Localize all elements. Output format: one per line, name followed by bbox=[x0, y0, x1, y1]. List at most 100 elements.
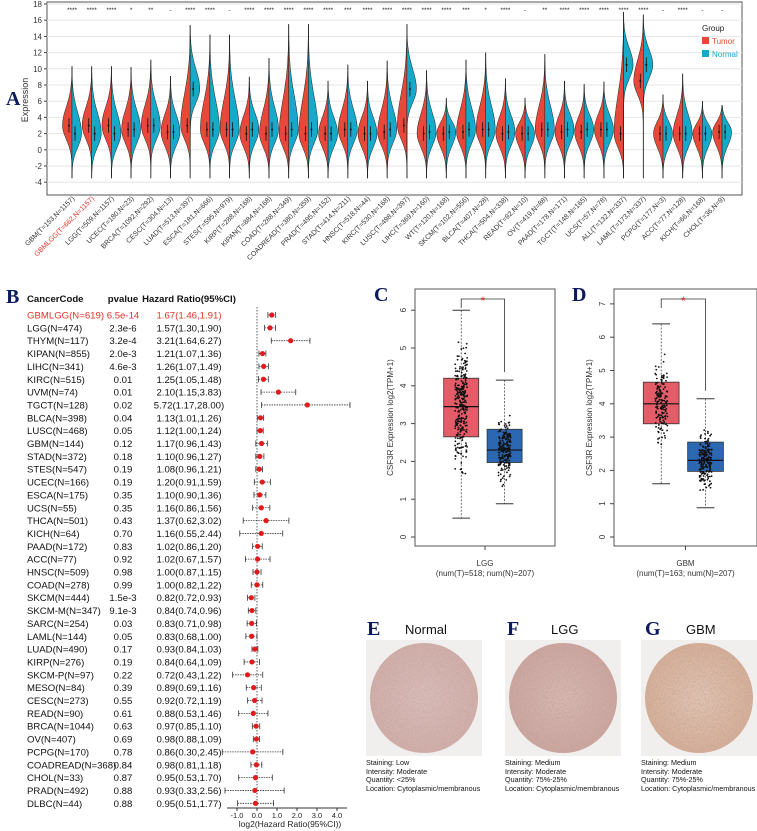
data-point bbox=[504, 432, 506, 435]
cancer-code: READ(N=90) bbox=[27, 709, 83, 720]
data-point bbox=[658, 418, 661, 421]
y-axis-label: CSF3R Expression log2(TPM+1) bbox=[585, 359, 594, 476]
data-point bbox=[458, 396, 460, 398]
violin-normal bbox=[662, 94, 673, 179]
data-point bbox=[707, 475, 710, 478]
data-point bbox=[506, 427, 509, 430]
data-point bbox=[665, 412, 668, 415]
data-point bbox=[457, 341, 460, 344]
data-point bbox=[656, 388, 659, 390]
data-point bbox=[508, 448, 511, 451]
y-tick-label: 5 bbox=[598, 368, 607, 373]
median-point bbox=[343, 128, 346, 131]
data-point bbox=[501, 455, 504, 458]
data-point bbox=[664, 417, 667, 420]
significance-label: **** bbox=[106, 7, 117, 14]
x-axis-sublabel: (num(T)=518; num(N)=207) bbox=[436, 569, 535, 578]
pvalue: 0.63 bbox=[114, 722, 133, 733]
median-point bbox=[349, 128, 352, 131]
significance-label: - bbox=[701, 7, 703, 14]
data-point bbox=[460, 380, 463, 382]
pvalue: 0.61 bbox=[114, 709, 133, 720]
data-point bbox=[705, 470, 708, 473]
data-point bbox=[460, 371, 463, 374]
violin-tumor bbox=[397, 23, 408, 179]
data-point bbox=[657, 427, 660, 429]
median-point bbox=[718, 130, 721, 133]
data-point bbox=[703, 460, 705, 463]
panel-label-a: A bbox=[6, 88, 21, 110]
data-point bbox=[502, 434, 505, 437]
significance-label: * bbox=[130, 7, 133, 14]
data-point bbox=[702, 458, 705, 461]
data-point bbox=[462, 362, 465, 365]
data-point bbox=[506, 447, 509, 450]
data-point bbox=[457, 378, 460, 380]
y-tick-label: 2 bbox=[598, 468, 607, 473]
data-point bbox=[501, 469, 504, 471]
data-point bbox=[655, 403, 658, 406]
median-point bbox=[265, 132, 267, 135]
violin-tumor bbox=[495, 78, 506, 179]
data-point bbox=[454, 382, 457, 385]
data-point bbox=[462, 366, 464, 369]
cancer-code: LUAD(N=490) bbox=[27, 645, 88, 656]
data-point bbox=[660, 427, 663, 430]
data-point bbox=[662, 422, 665, 425]
data-point bbox=[464, 406, 467, 409]
cancer-code: ACC(N=77) bbox=[27, 555, 77, 566]
data-point bbox=[704, 458, 707, 461]
median-point bbox=[468, 128, 470, 131]
data-point bbox=[661, 376, 664, 379]
data-point bbox=[454, 388, 457, 391]
hazard-ratio-ci: 1.57(1.30,1.90) bbox=[156, 323, 221, 334]
data-point bbox=[703, 462, 705, 465]
data-point bbox=[457, 428, 460, 431]
data-point bbox=[508, 435, 511, 438]
data-point bbox=[705, 440, 708, 443]
cancer-code: SKCM-M(N=347) bbox=[27, 606, 101, 617]
hazard-ratio-ci: 1.67(1.46,1.91) bbox=[156, 311, 221, 322]
data-point bbox=[460, 348, 463, 350]
violin-tumor bbox=[141, 59, 152, 179]
median-point bbox=[639, 79, 642, 82]
hazard-ratio-point bbox=[252, 775, 259, 781]
violin-normal bbox=[347, 64, 358, 179]
data-point bbox=[708, 448, 711, 451]
data-point bbox=[500, 449, 503, 452]
data-point bbox=[661, 411, 663, 414]
data-point bbox=[699, 489, 702, 491]
data-point bbox=[508, 463, 511, 465]
hazard-ratio-point bbox=[254, 543, 261, 549]
cancer-code: CHOL(N=33) bbox=[27, 773, 83, 784]
data-point bbox=[497, 474, 500, 477]
data-point bbox=[457, 355, 460, 358]
data-point bbox=[700, 434, 702, 437]
significance-label: **** bbox=[87, 7, 98, 14]
data-point bbox=[498, 437, 501, 439]
data-point bbox=[504, 459, 507, 461]
data-point bbox=[454, 455, 457, 458]
violin-normal bbox=[426, 70, 437, 179]
data-point bbox=[658, 389, 661, 392]
data-point bbox=[457, 406, 459, 409]
hazard-ratio-ci: 1.00(0.82,1.22) bbox=[156, 580, 221, 591]
data-point bbox=[497, 430, 500, 433]
ihc-title-gbm: GBM bbox=[686, 622, 716, 637]
y-tick-label: 8 bbox=[38, 81, 43, 90]
data-point bbox=[464, 442, 467, 445]
panel-label-d: D bbox=[572, 284, 587, 306]
median-point bbox=[363, 132, 366, 135]
data-point bbox=[498, 451, 501, 454]
median-point bbox=[605, 128, 608, 131]
data-point bbox=[459, 365, 461, 368]
data-point bbox=[698, 460, 701, 463]
data-point bbox=[654, 392, 657, 394]
violin-tumor bbox=[318, 80, 329, 179]
y-tick-label: 1 bbox=[399, 496, 408, 501]
violin-tumor bbox=[180, 25, 191, 179]
significance-label: **** bbox=[323, 7, 334, 14]
significance-label: - bbox=[721, 7, 723, 14]
y-tick-label: 5 bbox=[399, 345, 408, 350]
y-tick-label: 6 bbox=[399, 307, 408, 312]
